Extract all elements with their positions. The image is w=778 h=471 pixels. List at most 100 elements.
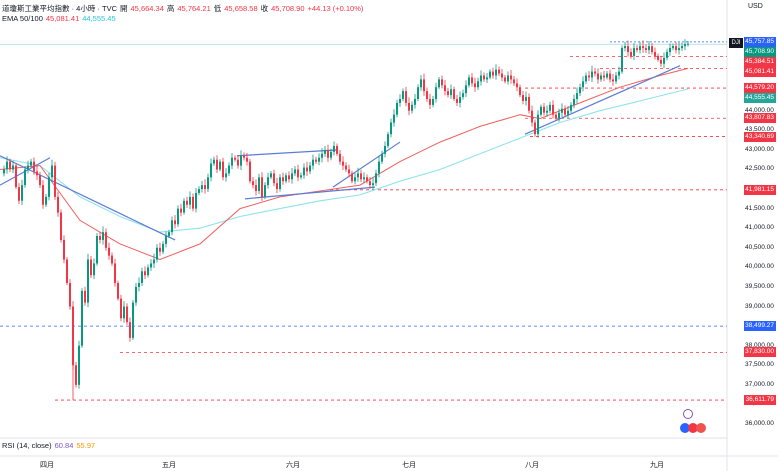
candle-body bbox=[153, 259, 155, 264]
candle-body bbox=[69, 283, 71, 307]
candle-body bbox=[531, 110, 533, 123]
candle-body bbox=[273, 173, 275, 184]
candle-body bbox=[651, 46, 653, 52]
candle-body bbox=[435, 87, 437, 99]
trendline bbox=[332, 141, 401, 188]
price-tick-label: 36,000.00 bbox=[745, 420, 774, 427]
candle-body bbox=[171, 220, 173, 233]
price-tick-label: 43,500.00 bbox=[745, 126, 774, 134]
candle-body bbox=[117, 283, 119, 299]
candle-body bbox=[582, 81, 584, 88]
candle-body bbox=[36, 171, 38, 176]
candle-body bbox=[207, 177, 209, 190]
candle-body bbox=[585, 75, 587, 82]
candle-body bbox=[561, 108, 563, 113]
candle-body bbox=[603, 75, 605, 78]
candle-body bbox=[234, 157, 236, 160]
candle-body bbox=[75, 365, 77, 385]
candle-body bbox=[168, 232, 170, 237]
candle-body bbox=[309, 165, 311, 172]
candle-body bbox=[159, 247, 161, 252]
candle-body bbox=[240, 155, 242, 166]
price-tag: 45,081.41 bbox=[744, 66, 776, 77]
candle-body bbox=[594, 71, 596, 74]
ema-legend[interactable]: EMA 50/100 45,081.41 44,555.45 bbox=[2, 14, 119, 23]
candle-body bbox=[264, 185, 266, 197]
price-tick-label: 37,500.00 bbox=[745, 361, 774, 369]
price-tick-label: 44,000.00 bbox=[745, 106, 774, 114]
high-value: 45,764.21 bbox=[177, 4, 211, 13]
candle-body bbox=[675, 46, 677, 51]
earnings-icon[interactable] bbox=[680, 423, 690, 433]
chart-header: 道瓊斯工業平均指數 · 4小時 · TVC 開 45,664.34 高 45,764.2… bbox=[2, 4, 364, 13]
candle-body bbox=[468, 77, 470, 86]
candle-body bbox=[285, 175, 287, 182]
price-tag: 43,807.83 bbox=[744, 113, 776, 124]
split-icon[interactable] bbox=[696, 423, 706, 433]
price-tag: 43,340.69 bbox=[744, 131, 776, 142]
candle-body bbox=[33, 161, 35, 172]
candle-body bbox=[333, 145, 335, 152]
candle-body bbox=[237, 159, 239, 166]
candle-body bbox=[276, 183, 278, 190]
candle-body bbox=[30, 161, 32, 166]
candle-body bbox=[654, 52, 656, 56]
candle-body bbox=[306, 167, 308, 172]
candle-body bbox=[96, 236, 98, 264]
candle-body bbox=[105, 232, 107, 248]
candle-body bbox=[459, 97, 461, 103]
lightning-icon[interactable] bbox=[683, 409, 693, 419]
trendline bbox=[244, 186, 376, 200]
candle-body bbox=[297, 169, 299, 178]
candle-body bbox=[249, 161, 251, 182]
candle-body bbox=[429, 98, 431, 105]
candle-body bbox=[180, 208, 182, 213]
candle-body bbox=[93, 263, 95, 276]
candle-body bbox=[81, 290, 83, 346]
price-tag: 36,611.79 bbox=[744, 395, 776, 406]
dividend-icon[interactable] bbox=[688, 423, 698, 433]
candle-body bbox=[570, 104, 572, 111]
candle-body bbox=[66, 259, 68, 284]
candle-body bbox=[48, 177, 50, 197]
candle-body bbox=[213, 159, 215, 164]
candle-body bbox=[516, 83, 518, 88]
candle-body bbox=[210, 163, 212, 178]
trendline bbox=[236, 149, 339, 157]
candle-body bbox=[522, 95, 524, 101]
candle-body bbox=[144, 271, 146, 276]
currency-label[interactable]: USD bbox=[748, 3, 763, 10]
candle-body bbox=[681, 46, 683, 49]
open-value: 45,664.34 bbox=[130, 4, 164, 13]
candle-body bbox=[348, 169, 350, 174]
candle-body bbox=[72, 306, 74, 366]
candle-body bbox=[450, 89, 452, 96]
candle-body bbox=[6, 161, 8, 170]
candle-body bbox=[174, 220, 176, 225]
candle-body bbox=[462, 93, 464, 98]
candle-body bbox=[321, 153, 323, 158]
candle-body bbox=[540, 106, 542, 115]
candle-body bbox=[567, 110, 569, 115]
change-value: +44.13 (+0.10%) bbox=[307, 4, 364, 13]
candle-body bbox=[618, 71, 620, 76]
candle-body bbox=[393, 114, 395, 123]
candle-body bbox=[627, 46, 629, 52]
rsi-legend[interactable]: RSI (14, close) 60.84 55.97 bbox=[2, 441, 98, 450]
candle-body bbox=[507, 75, 509, 82]
candle-body bbox=[114, 263, 116, 284]
candle-body bbox=[492, 71, 494, 76]
candle-body bbox=[615, 75, 617, 82]
candle-body bbox=[552, 104, 554, 115]
close-value: 45,708.90 bbox=[271, 4, 305, 13]
candle-body bbox=[489, 71, 491, 78]
candle-body bbox=[360, 173, 362, 180]
candle-body bbox=[384, 145, 386, 154]
candle-body bbox=[123, 306, 125, 319]
candle-body bbox=[456, 98, 458, 103]
candle-body bbox=[204, 185, 206, 190]
candle-body bbox=[519, 87, 521, 96]
candle-body bbox=[426, 91, 428, 99]
candle-body bbox=[345, 165, 347, 170]
